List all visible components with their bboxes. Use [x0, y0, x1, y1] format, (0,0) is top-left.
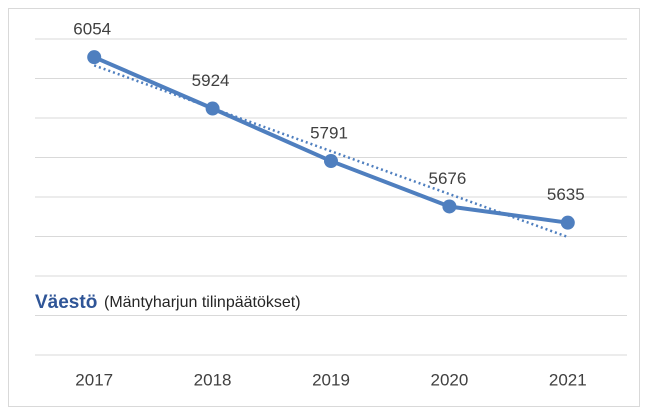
chart-frame [8, 8, 640, 407]
data-point [324, 154, 338, 169]
x-tick-label: 2020 [430, 370, 468, 389]
trend-line [93, 64, 569, 239]
data-label: 5676 [428, 169, 466, 188]
data-label: 5791 [310, 124, 348, 143]
data-label: 6054 [73, 20, 111, 39]
data-point [560, 215, 575, 230]
data-point [442, 199, 457, 214]
x-tick-label: 2021 [549, 370, 587, 389]
x-tick-label: 2019 [312, 370, 350, 389]
data-label: 5635 [547, 185, 585, 204]
chart-title: Väestö [35, 292, 97, 313]
data-label: 5924 [192, 71, 230, 90]
data-point [87, 50, 102, 65]
data-point [205, 101, 220, 116]
x-tick-label: 2017 [75, 370, 113, 389]
x-tick-label: 2018 [194, 370, 232, 389]
chart-subtitle: (Mäntyharjun tilinpäätökset) [104, 294, 301, 311]
